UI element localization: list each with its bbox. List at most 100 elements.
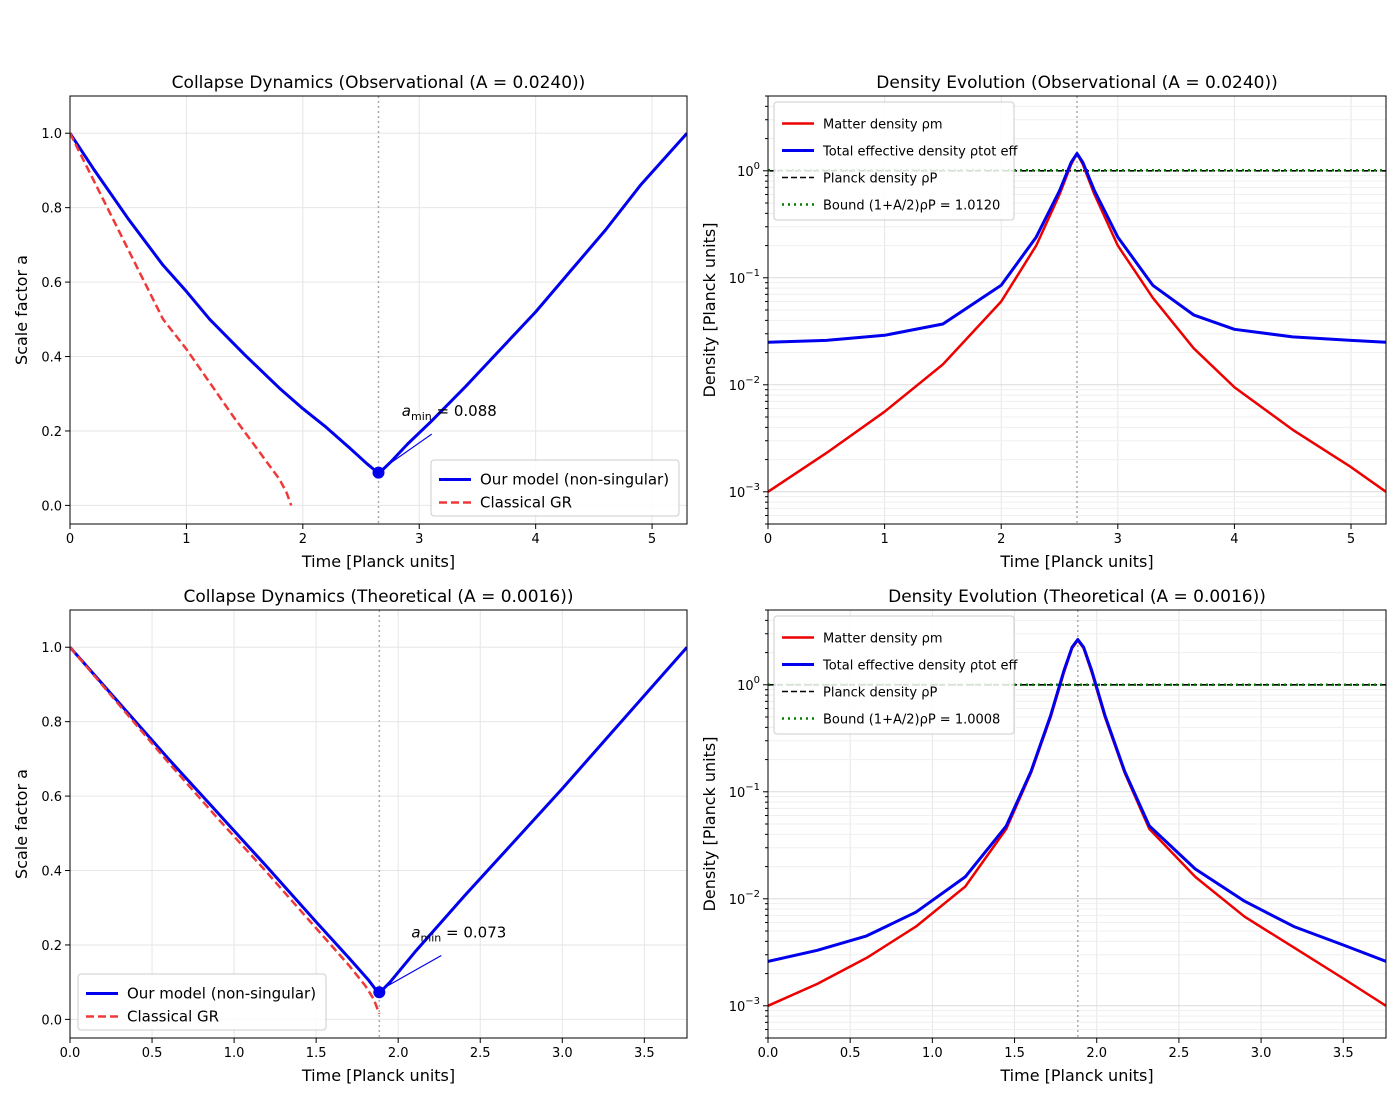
- a-min-symbol: a: [402, 402, 411, 420]
- x-tick-label: 2.0: [388, 1046, 409, 1061]
- chart-p1: amin = 0.088 0 1 2 3 4 5 0.0 0.2 0.4 0.6 0.8 1.0 Time…: [12, 73, 688, 571]
- x-tick-label: 3.5: [1333, 1046, 1354, 1061]
- y-tick-label: 0.0: [41, 499, 62, 514]
- legend-label: Matter density ρm: [823, 118, 943, 133]
- y-tick-exponent: −3: [745, 996, 760, 1007]
- series-line-2: [768, 152, 1386, 344]
- legend: Our model (non-singular) Classical GR: [77, 973, 327, 1031]
- a-min-subscript: min: [411, 410, 432, 423]
- annotation-arrow: [382, 433, 433, 470]
- a-min-marker: [373, 986, 386, 999]
- x-tick-label: 2.0: [1086, 1046, 1107, 1061]
- legend-box: [773, 615, 1015, 735]
- y-tick-base: 10: [729, 379, 746, 394]
- a-min-marker: [372, 466, 385, 479]
- x-axis-label: Time [Planck units]: [999, 1066, 1153, 1085]
- x-tick-label: 4: [1230, 532, 1238, 547]
- legend-label: Classical GR: [480, 494, 572, 512]
- y-tick-base: 10: [737, 679, 754, 694]
- legend-label: Bound (1+A/2)ρP = 1.0120: [823, 199, 1000, 214]
- legend-label: Our model (non-singular): [127, 985, 316, 1003]
- legend-label: Matter density ρm: [823, 632, 943, 647]
- x-tick-label: 0.5: [840, 1046, 861, 1061]
- a-min-value: = 0.088: [432, 402, 497, 420]
- chart-title: Density Evolution (Observational (A = 0.…: [876, 73, 1277, 93]
- y-axis-label: Density [Planck units]: [700, 223, 719, 398]
- x-tick-label: 2.5: [470, 1046, 491, 1061]
- x-tick-label: 0.5: [142, 1046, 163, 1061]
- x-tick-label: 0: [764, 532, 772, 547]
- y-tick-label: 0.4: [41, 865, 62, 880]
- x-axis-label: Time [Planck units]: [301, 1066, 455, 1085]
- y-tick-label: 1.0: [41, 127, 62, 142]
- y-tick-exponent: −1: [745, 268, 760, 279]
- legend: Matter density ρm Total effective density…: [773, 615, 1018, 735]
- x-tick-label: 3.0: [552, 1046, 573, 1061]
- y-tick-label: 0.2: [41, 939, 62, 954]
- y-tick-label: 0.6: [41, 276, 62, 291]
- y-tick-label: 1.0: [41, 641, 62, 656]
- y-tick-label: 10−3: [729, 482, 760, 501]
- chart-title: Collapse Dynamics (Observational (A = 0.…: [172, 73, 586, 93]
- y-tick-base: 10: [729, 1000, 746, 1015]
- y-tick-label: 10−2: [729, 889, 760, 908]
- legend-label: Planck density ρP: [823, 172, 938, 187]
- y-tick-exponent: −2: [745, 889, 760, 900]
- x-tick-label: 2: [299, 532, 307, 547]
- annotation-arrow: [383, 954, 442, 989]
- legend-label: Our model (non-singular): [480, 471, 669, 489]
- y-tick-label: 10−1: [729, 782, 760, 801]
- x-tick-label: 3: [1114, 532, 1122, 547]
- x-tick-label: 3.0: [1251, 1046, 1272, 1061]
- y-axis-label: Scale factor a: [12, 255, 31, 365]
- legend-box: [77, 973, 327, 1031]
- x-tick-label: 3.5: [634, 1046, 655, 1061]
- a-min-annotation: amin = 0.073: [411, 924, 506, 945]
- y-tick-label: 10−2: [729, 375, 760, 394]
- axes-frame: [69, 609, 688, 1039]
- y-tick-exponent: −3: [745, 482, 760, 493]
- chart-title: Collapse Dynamics (Theoretical (A = 0.00…: [184, 587, 574, 607]
- a-min-value: = 0.073: [441, 924, 506, 942]
- y-tick-label: 100: [737, 675, 760, 694]
- x-tick-label: 0: [66, 532, 74, 547]
- y-tick-exponent: −2: [745, 375, 760, 386]
- x-tick-label: 1.0: [224, 1046, 245, 1061]
- series-line-1: [70, 646, 687, 994]
- x-tick-label: 1: [182, 532, 190, 547]
- x-tick-label: 4: [532, 532, 540, 547]
- y-tick-label: 100: [737, 161, 760, 180]
- chart-p4: 0.0 0.5 1.0 1.5 2.0 2.5 3.0 3.510−310−210−1100T…: [700, 587, 1387, 1085]
- y-tick-base: 10: [737, 165, 754, 180]
- y-axis-label: Density [Planck units]: [700, 737, 719, 912]
- a-min-annotation: amin = 0.088: [402, 402, 497, 423]
- y-tick-label: 0.0: [41, 1013, 62, 1028]
- y-tick-base: 10: [729, 272, 746, 287]
- chart-p3: amin = 0.073 0.0 0.5 1.0 1.5 2.0 2.5 3.0 3.5 0.0 0…: [12, 587, 688, 1085]
- legend-label: Total effective density ρtot eff: [822, 145, 1018, 160]
- a-min-subscript: min: [421, 932, 442, 945]
- y-tick-exponent: 0: [754, 675, 760, 686]
- x-axis-label: Time [Planck units]: [999, 552, 1153, 571]
- legend-label: Bound (1+A/2)ρP = 1.0008: [823, 713, 1000, 728]
- x-tick-label: 2: [997, 532, 1005, 547]
- y-tick-label: 10−3: [729, 996, 760, 1015]
- x-tick-label: 0.0: [60, 1046, 81, 1061]
- y-tick-base: 10: [729, 486, 746, 501]
- legend-label: Classical GR: [127, 1008, 219, 1026]
- y-tick-exponent: 0: [754, 161, 760, 172]
- series-line-2: [768, 638, 1386, 963]
- y-tick-label: 0.8: [41, 202, 62, 217]
- y-tick-label: 0.4: [41, 351, 62, 366]
- x-tick-label: 2.5: [1169, 1046, 1190, 1061]
- a-min-symbol: a: [411, 924, 420, 942]
- legend-label: Total effective density ρtot eff: [822, 659, 1018, 674]
- y-tick-label: 10−1: [729, 268, 760, 287]
- x-tick-label: 1.5: [306, 1046, 327, 1061]
- x-tick-label: 5: [648, 532, 656, 547]
- y-tick-base: 10: [729, 893, 746, 908]
- legend-label: Planck density ρP: [823, 686, 938, 701]
- x-tick-label: 0.0: [758, 1046, 779, 1061]
- legend-box: [773, 101, 1015, 221]
- y-axis-label: Scale factor a: [12, 769, 31, 879]
